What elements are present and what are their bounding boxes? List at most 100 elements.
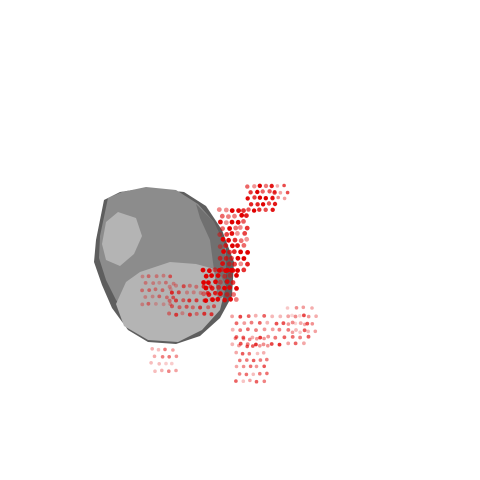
cloud-point bbox=[257, 195, 263, 200]
cloud-point bbox=[294, 306, 299, 310]
cloud-point bbox=[146, 301, 151, 306]
cloud-point bbox=[237, 372, 242, 376]
cloud-point bbox=[257, 183, 262, 188]
cloud-point bbox=[286, 341, 291, 346]
cloud-point bbox=[230, 314, 235, 319]
cloud-point bbox=[227, 249, 233, 255]
cloud-point bbox=[285, 306, 290, 310]
cloud-point bbox=[270, 195, 275, 200]
cloud-point bbox=[245, 184, 250, 189]
cloud-point bbox=[233, 297, 239, 302]
cloud-point bbox=[187, 312, 192, 317]
cloud-point bbox=[248, 190, 253, 195]
cloud-point bbox=[270, 327, 275, 332]
cloud-point bbox=[261, 342, 266, 347]
cloud-point bbox=[167, 284, 172, 289]
cloud-point bbox=[294, 328, 298, 332]
cloud-point bbox=[313, 329, 318, 334]
cloud-point bbox=[191, 290, 196, 295]
cloud-point bbox=[153, 287, 158, 292]
cloud-point bbox=[171, 295, 176, 300]
cloud-point bbox=[174, 368, 178, 373]
cloud-point bbox=[140, 288, 145, 293]
rock-highlight-lower bbox=[116, 262, 226, 342]
cloud-point bbox=[152, 354, 157, 359]
cloud-point bbox=[224, 232, 230, 237]
cloud-point bbox=[201, 284, 206, 289]
cloud-point bbox=[251, 344, 255, 348]
cloud-point bbox=[161, 273, 166, 278]
cloud-point bbox=[146, 274, 151, 279]
cloud-point bbox=[235, 268, 241, 273]
cloud-point bbox=[310, 322, 315, 326]
cloud-point bbox=[302, 322, 307, 327]
cloud-point bbox=[174, 283, 178, 288]
cloud-point bbox=[230, 342, 235, 347]
cloud-point bbox=[260, 189, 265, 194]
cloud-point bbox=[241, 335, 246, 340]
cloud-point bbox=[282, 335, 287, 340]
cloud-point bbox=[185, 290, 189, 295]
cloud-point bbox=[261, 351, 266, 355]
cloud-point bbox=[153, 369, 157, 374]
cloud-point bbox=[223, 207, 229, 213]
cloud-point bbox=[242, 231, 248, 236]
cloud-point bbox=[273, 335, 278, 340]
cloud-point bbox=[232, 237, 238, 243]
cloud-point bbox=[167, 298, 172, 303]
cloud-point bbox=[224, 279, 230, 284]
cloud-point bbox=[194, 311, 199, 316]
cloud-point bbox=[244, 213, 249, 219]
cloud-point bbox=[277, 342, 282, 347]
cloud-point bbox=[154, 274, 159, 279]
cloud-point bbox=[257, 321, 262, 325]
cloud-point bbox=[187, 283, 192, 288]
cloud-point bbox=[236, 208, 242, 214]
cloud-point bbox=[226, 261, 232, 267]
cloud-point bbox=[239, 212, 245, 218]
cloud-point bbox=[150, 347, 154, 351]
cloud-point bbox=[254, 364, 259, 369]
cloud-point bbox=[160, 368, 164, 373]
cloud-point bbox=[140, 274, 145, 279]
cloud-point bbox=[248, 364, 253, 369]
cloud-point bbox=[164, 361, 168, 366]
cloud-point bbox=[218, 291, 223, 297]
cloud-point bbox=[258, 344, 262, 348]
cloud-point bbox=[244, 225, 250, 231]
cloud-point bbox=[266, 201, 272, 206]
cloud-point bbox=[181, 284, 186, 289]
cloud-point bbox=[221, 249, 227, 254]
cloud-point bbox=[235, 255, 241, 261]
cloud-point bbox=[240, 351, 245, 356]
cloud-point bbox=[278, 190, 283, 195]
cloud-point bbox=[230, 268, 236, 273]
cloud-point bbox=[147, 288, 152, 292]
cloud-point bbox=[251, 358, 256, 363]
cloud-point bbox=[301, 305, 306, 310]
cloud-point bbox=[223, 220, 229, 226]
cloud-point bbox=[216, 207, 222, 213]
cloud-point bbox=[207, 268, 212, 274]
cloud-point bbox=[260, 202, 266, 207]
cloud-point bbox=[249, 320, 254, 325]
cloud-point bbox=[244, 236, 250, 242]
cloud-point bbox=[171, 348, 175, 352]
cloud-point bbox=[168, 287, 173, 292]
cloud-point bbox=[217, 232, 223, 238]
cloud-point bbox=[290, 320, 295, 325]
cloud-point bbox=[232, 261, 238, 267]
cloud-point bbox=[285, 190, 290, 195]
cloud-point bbox=[286, 314, 291, 319]
cloud-point bbox=[298, 335, 302, 340]
cloud-point bbox=[228, 296, 234, 302]
cloud-point bbox=[246, 327, 250, 332]
cloud-point bbox=[149, 361, 153, 365]
cloud-point bbox=[254, 379, 259, 384]
cloud-point bbox=[269, 183, 274, 189]
cloud-point bbox=[227, 285, 233, 290]
cloud-point bbox=[215, 296, 221, 302]
cloud-point bbox=[246, 314, 251, 318]
cloud-point bbox=[202, 311, 207, 316]
cloud-point bbox=[241, 364, 246, 369]
